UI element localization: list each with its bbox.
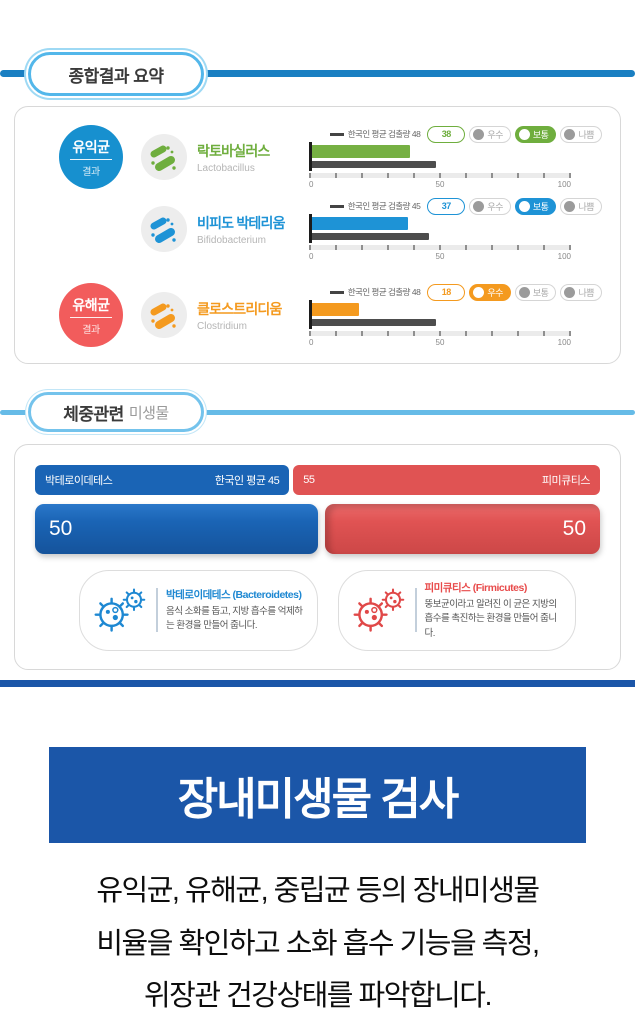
section-rule-line xyxy=(0,70,635,77)
x-axis: 0 50 100 xyxy=(309,173,571,189)
bacteria-name-en: Bifidobacterium xyxy=(197,234,266,246)
average-legend-text: 한국인 평균 검출량 48 xyxy=(347,287,421,297)
clostridium-row: 유해균 결과 클로스트리디움 Clostridium xyxy=(31,283,604,347)
average-legend-text: 한국인 평균 검출량 48 xyxy=(347,129,421,139)
lactobacillus-chart: 한국인 평균 검출량 48 38 우수 보통 나쁨 0 50 10 xyxy=(309,125,602,189)
firmicutes-average-segment: 55 피미큐티스 xyxy=(293,465,600,495)
average-bar xyxy=(312,233,429,240)
summary-card: 유익균 결과 락토바실러스 Lactobacillus xyxy=(14,106,621,364)
section-rule-line xyxy=(0,410,635,415)
weight-badge: 체중관련 미생물 xyxy=(28,392,204,432)
face-icon xyxy=(518,200,530,212)
status-pill-normal: 보통 xyxy=(514,283,557,301)
status-pill-excellent: 우수 xyxy=(469,197,511,215)
value-pill: 38 xyxy=(427,125,466,143)
bacteria-name-ko: 클로스트리디움 xyxy=(197,300,282,317)
firmicutes-info-box: 피미큐티스 (Firmicutes) 뚱보균이라고 알려진 이 균은 지방의 흡… xyxy=(337,570,576,651)
status-pill-bad: 나쁨 xyxy=(560,197,602,215)
korean-average-ratio-bar: 박테로이데테스 한국인 평균 45 55 피미큐티스 xyxy=(35,465,600,495)
value-pill: 18 xyxy=(427,283,466,301)
divider xyxy=(156,588,158,633)
status-pill-excellent-active: 우수 xyxy=(469,283,511,301)
bacteria-icon xyxy=(141,206,187,252)
harmful-result-badge: 유해균 결과 xyxy=(59,283,123,347)
bacteroidetes-average-segment: 박테로이데테스 한국인 평균 45 xyxy=(35,465,290,495)
summary-badge: 종합결과 요약 xyxy=(28,52,204,96)
average-value: 55 xyxy=(303,474,315,486)
firmicutes-info-desc: 뚱보균이라고 알려진 이 균은 지방의 흡수를 촉진하는 환경을 만들어 줍니다… xyxy=(424,599,558,639)
face-icon xyxy=(564,286,576,298)
bacteria-name-ko: 비피도 박테리움 xyxy=(197,214,285,231)
bacteroidetes-info-box: 박테로이데테스 (Bacteroidetes) 음식 소화를 돕고, 지방 흡수… xyxy=(79,570,318,651)
virus-icon xyxy=(94,588,146,633)
chart-axis-line xyxy=(309,214,312,243)
test-title-box: 장내미생물 검사 xyxy=(49,746,586,843)
x-axis: 0 50 100 xyxy=(309,245,571,261)
beneficial-result-badge: 유익균 결과 xyxy=(59,125,123,189)
average-bar xyxy=(312,319,437,326)
status-pill-bad: 나쁨 xyxy=(560,125,602,143)
korean-average-label: 한국인 평균 45 xyxy=(214,475,280,487)
summary-section-header: 종합결과 요약 xyxy=(0,52,635,96)
virus-icon xyxy=(353,588,404,633)
footer-divider-bar xyxy=(0,679,635,687)
weight-section-header: 체중관련 미생물 xyxy=(0,390,635,434)
bacteroidetes-user-segment: 50 xyxy=(35,504,318,554)
firmicutes-info-title: 피미큐티스 (Firmicutes) xyxy=(424,582,528,594)
value-pill: 37 xyxy=(427,197,466,215)
chart-axis-line xyxy=(309,142,312,171)
value-bar xyxy=(312,217,408,230)
firmicutes-user-segment: 50 xyxy=(324,504,600,554)
bifidobacterium-row: 비피도 박테리움 Bifidobacterium 한국인 평균 검출량 45 3… xyxy=(31,197,604,261)
status-pill-normal-active: 보통 xyxy=(514,197,557,215)
face-icon xyxy=(473,200,485,212)
divider xyxy=(414,588,417,633)
value-bar xyxy=(312,145,411,158)
face-icon xyxy=(473,128,485,140)
bacteria-name-en: Lactobacillus xyxy=(197,162,255,174)
bacteria-icon xyxy=(141,292,187,338)
test-title: 장내미생물 검사 xyxy=(177,774,460,824)
firmicutes-label: 피미큐티스 xyxy=(541,475,591,487)
summary-badge-label: 종합결과 요약 xyxy=(68,66,164,86)
average-legend-text: 한국인 평균 검출량 45 xyxy=(347,201,421,211)
lactobacillus-row: 유익균 결과 락토바실러스 Lactobacillus xyxy=(31,125,604,189)
bifidobacterium-chart: 한국인 평균 검출량 45 37 우수 보통 나쁨 0 50 10 xyxy=(309,197,602,261)
bacteroidetes-info-desc: 음식 소화를 돕고, 지방 흡수를 억제하는 환경을 만들어 줍니다. xyxy=(166,606,303,632)
face-icon xyxy=(564,200,576,212)
status-pill-excellent: 우수 xyxy=(469,125,511,143)
weight-ratio-card: 박테로이데테스 한국인 평균 45 55 피미큐티스 50 50 xyxy=(14,444,621,670)
x-axis: 0 50 100 xyxy=(309,331,571,347)
bacteria-icon xyxy=(141,134,187,180)
face-icon xyxy=(518,128,530,140)
bacteroidetes-label: 박테로이데테스 xyxy=(45,475,113,487)
bacteria-name-en: Clostridium xyxy=(197,320,248,332)
status-pill-normal-active: 보통 xyxy=(514,125,557,143)
average-bar xyxy=(312,161,437,168)
bacteria-name-ko: 락토바실러스 xyxy=(197,142,270,159)
average-legend-dash xyxy=(329,290,344,294)
average-legend-dash xyxy=(329,204,344,208)
face-icon xyxy=(473,286,485,298)
chart-axis-line xyxy=(309,300,312,329)
value-bar xyxy=(312,303,359,316)
face-icon xyxy=(518,286,530,298)
bacteroidetes-info-title: 박테로이데테스 (Bacteroidetes) xyxy=(166,589,302,602)
clostridium-chart: 한국인 평균 검출량 48 18 우수 보통 나쁨 0 50 10 xyxy=(309,283,602,347)
status-pill-bad: 나쁨 xyxy=(560,283,602,301)
user-ratio-bar: 50 50 xyxy=(35,504,600,554)
test-description: 유익균, 유해균, 중립균 등의 장내미생물 비율을 확인하고 소화 흡수 기능… xyxy=(96,874,540,1013)
average-legend-dash xyxy=(329,132,344,136)
face-icon xyxy=(564,128,576,140)
